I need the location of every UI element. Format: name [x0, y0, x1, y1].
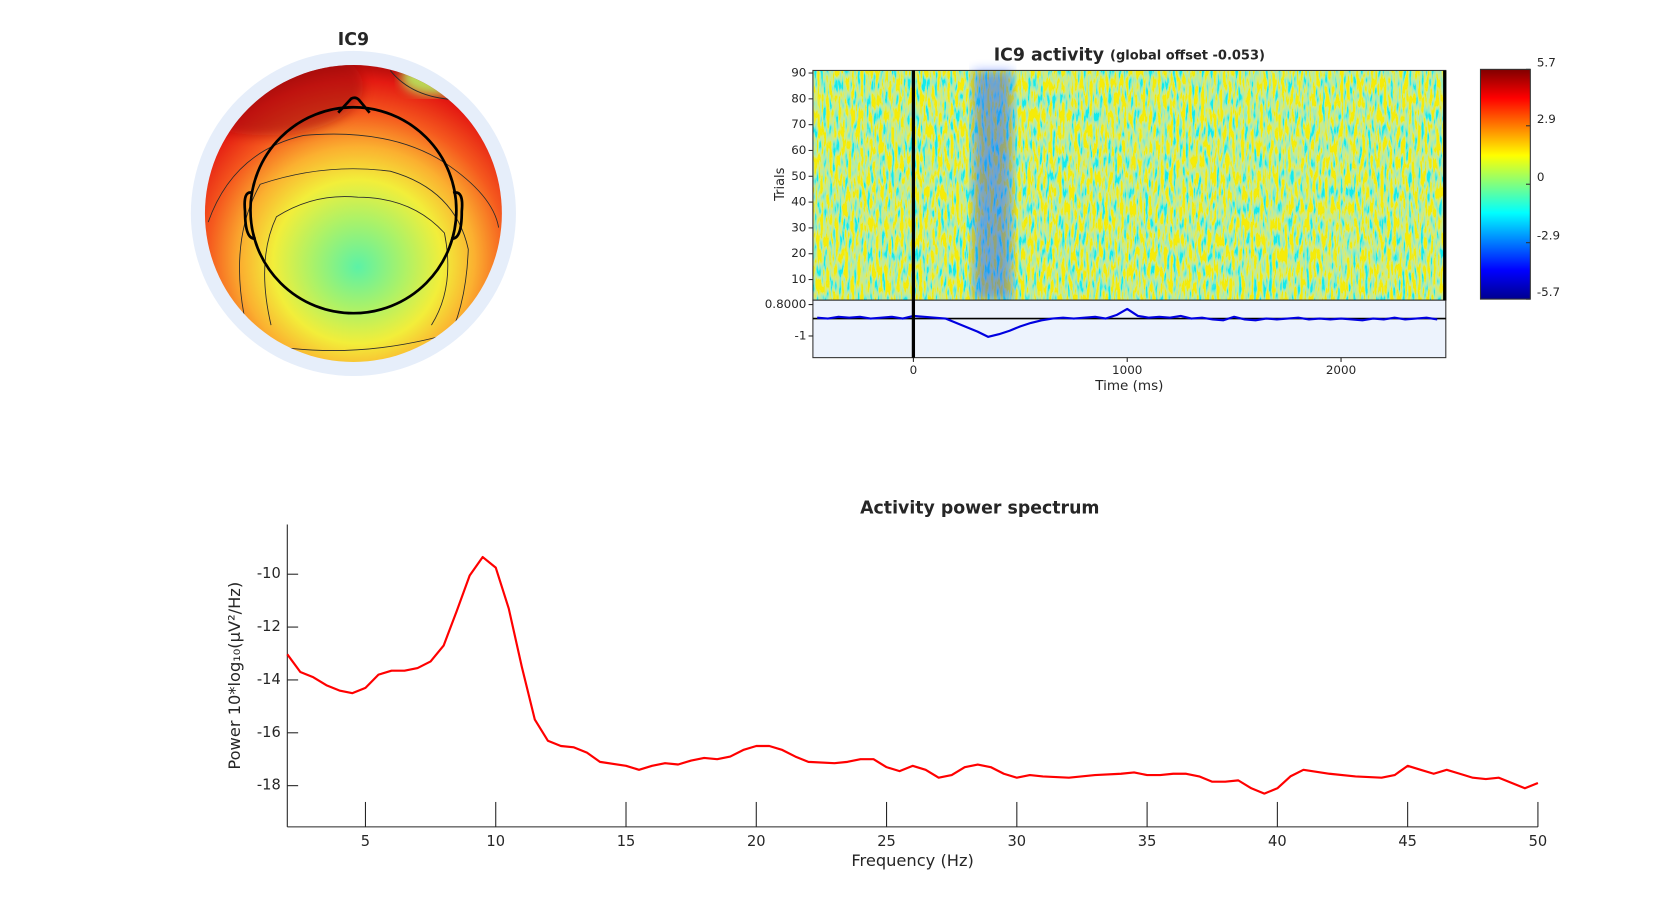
x-tick-label: 20 [747, 833, 766, 850]
erp-image: IC9 activity (global offset -0.053) Tria… [773, 45, 1560, 301]
y-tick-label: -1 [795, 328, 807, 342]
x-tick-label: 1000 [1112, 363, 1142, 377]
x-tick-label: 50 [1529, 833, 1548, 850]
x-tick-label: 45 [1398, 833, 1417, 850]
x-axis-label: Frequency (Hz) [851, 851, 974, 870]
chart-title: Activity power spectrum [860, 498, 1099, 518]
y-tick-label: 30 [791, 220, 806, 234]
y-axis-label: Trials [773, 167, 788, 202]
x-tick-label: 35 [1138, 833, 1157, 850]
colorbar-label: 5.7 [1537, 55, 1556, 69]
image-title: IC9 activity (global offset -0.053) [994, 45, 1265, 65]
image-band [973, 70, 1013, 301]
y-tick-label: 90 [791, 66, 806, 80]
data-line [817, 307, 1438, 338]
x-tick-label: 2000 [1326, 363, 1356, 377]
title: IC9 activity [994, 45, 1104, 65]
y-tick-label: 0.8000 [765, 297, 807, 311]
x-axis-label: Time (ms) [1094, 378, 1163, 394]
colorbar-label: -2.9 [1537, 229, 1560, 243]
trace-frame [812, 299, 1447, 359]
topoplot: IC9 [190, 30, 516, 377]
y-tick-label: 70 [791, 117, 806, 131]
colorbar-label: 0 [1537, 170, 1545, 184]
x-tick-label: 10 [486, 833, 505, 850]
image-noise [812, 70, 1446, 301]
colorbar-label: -5.7 [1537, 285, 1560, 299]
subtitle: (global offset -0.053) [1110, 48, 1265, 63]
x-tick-label: 30 [1008, 833, 1027, 850]
y-tick-label: -18 [257, 777, 281, 794]
colorbar-label: 2.9 [1537, 112, 1556, 126]
x-tick-label: 5 [361, 833, 370, 850]
x-tick-label: 0 [910, 363, 918, 377]
y-axis-label: Power 10*log₁₀(μV²/Hz) [225, 582, 244, 770]
y-tick-label: 50 [791, 169, 806, 183]
power-spectrum: 5 10 15 20 25 30 35 40 45 50 -10 -12 -14 -16 -18 Activi… [225, 498, 1547, 870]
erp-trace: 0 1000 2000 0.8000 -1 Time (ms) [765, 297, 1447, 394]
x-tick-label: 15 [617, 833, 636, 850]
y-tick-label: 20 [791, 246, 806, 260]
x-tick-label: 40 [1268, 833, 1287, 850]
y-tick-label: -14 [257, 671, 281, 688]
head-outline [243, 96, 464, 315]
data-line [286, 555, 1539, 795]
x-tick-label: 25 [877, 833, 896, 850]
y-tick-label: -10 [257, 565, 281, 582]
colorbar [1479, 68, 1531, 300]
y-tick-label: 10 [791, 272, 806, 286]
y-tick-label: 80 [791, 91, 806, 105]
y-tick-label: -16 [257, 724, 281, 741]
topo-title: IC9 [338, 30, 369, 50]
y-tick-label: 40 [791, 195, 806, 209]
y-tick-label: -12 [257, 618, 281, 635]
y-tick-label: 60 [791, 143, 806, 157]
